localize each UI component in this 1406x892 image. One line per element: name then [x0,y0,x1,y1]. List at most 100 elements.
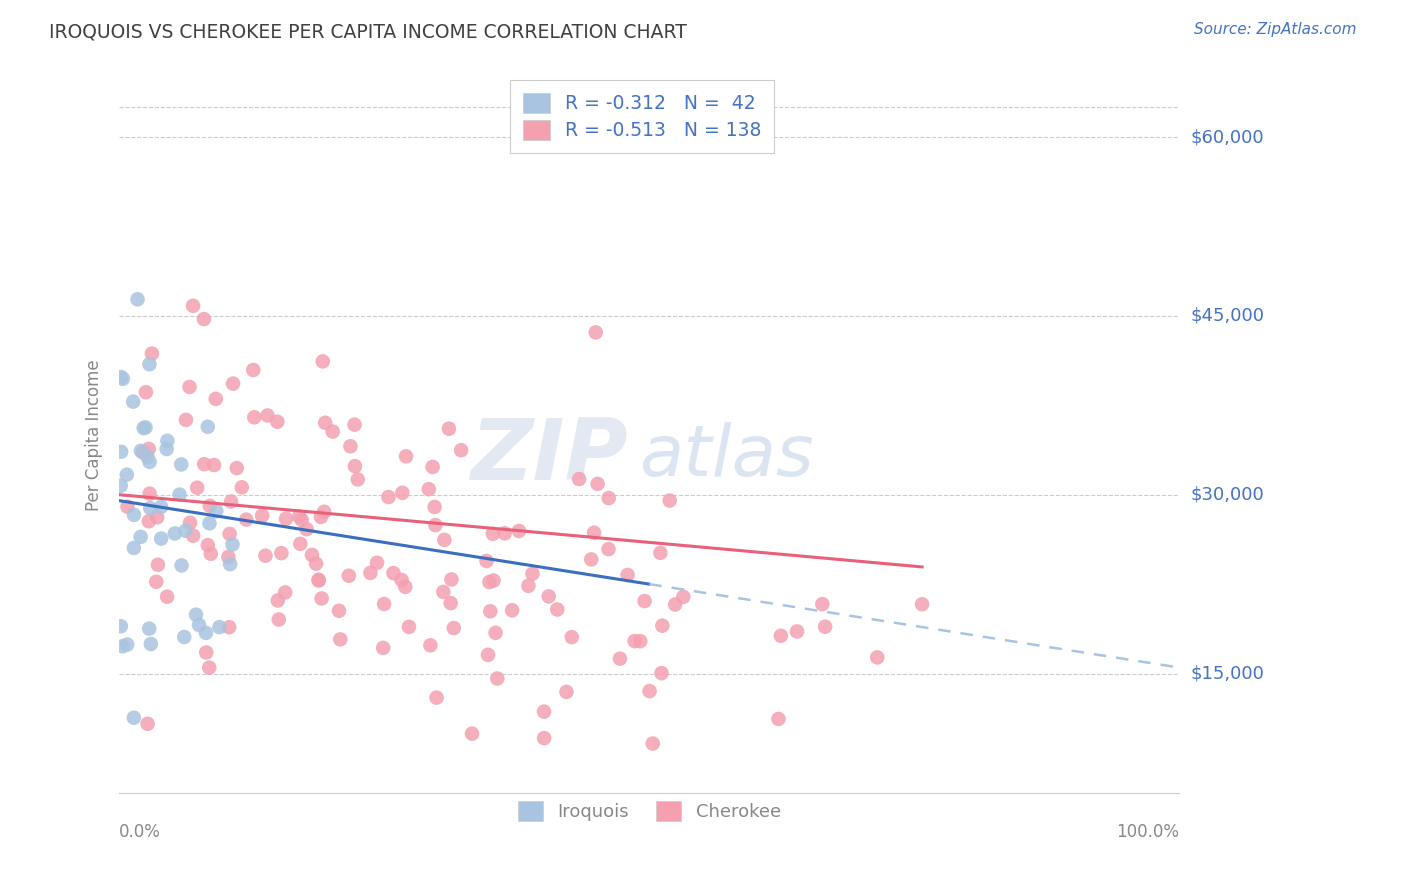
Point [391,485,413,500]
Point [218,527,240,541]
Point [256,409,278,423]
Point [443,621,465,635]
Point [127,293,149,307]
Point [651,666,673,681]
Point [314,416,336,430]
Text: $60,000: $60,000 [1191,128,1264,146]
Point [129,530,152,544]
Text: ZIP: ZIP [471,415,628,498]
Point [382,566,405,580]
Point [173,630,195,644]
Point [138,442,160,456]
Point [156,442,179,456]
Point [156,590,179,604]
Point [267,612,290,626]
Point [122,711,145,725]
Point [110,619,132,633]
Point [432,585,454,599]
Point [290,537,312,551]
Point [308,574,330,588]
Point [546,602,568,616]
Point [170,458,193,472]
Point [222,376,245,391]
Point [117,500,139,514]
Point [204,392,226,406]
Point [195,645,218,659]
Point [267,593,290,607]
Point [254,549,277,563]
Point [139,501,162,516]
Point [311,591,333,606]
Point [129,443,152,458]
Point [479,604,502,618]
Point [418,482,440,496]
Point [533,705,555,719]
Point [650,546,672,560]
Point [312,354,335,368]
Point [811,597,834,611]
Point [242,363,264,377]
Point [270,546,292,560]
Point [309,510,332,524]
Point [672,590,695,604]
Point [585,326,607,340]
Text: 0.0%: 0.0% [120,823,162,841]
Point [581,552,603,566]
Text: atlas: atlas [638,422,813,491]
Point [440,596,463,610]
Point [517,579,540,593]
Point [138,514,160,528]
Point [598,491,620,505]
Point [450,443,472,458]
Point [609,651,631,665]
Point [174,413,197,427]
Point [359,566,381,580]
Point [117,638,139,652]
Point [225,461,247,475]
Point [146,510,169,524]
Point [366,556,388,570]
Point [768,712,790,726]
Point [295,522,318,536]
Point [181,529,204,543]
Point [138,357,160,371]
Point [373,597,395,611]
Point [136,450,159,464]
Point [305,557,328,571]
Point [169,487,191,501]
Point [198,660,221,674]
Point [188,618,211,632]
Point [398,620,420,634]
Point [193,312,215,326]
Point [136,716,159,731]
Point [433,533,456,547]
Point [111,372,134,386]
Point [598,542,620,557]
Point [394,580,416,594]
Point [301,548,323,562]
Point [377,490,399,504]
Point [135,385,157,400]
Point [308,573,330,587]
Point [911,597,934,611]
Point [328,604,350,618]
Point [616,568,638,582]
Point [391,573,413,587]
Point [135,420,157,434]
Point [419,638,441,652]
Point [628,634,651,648]
Point [508,524,530,538]
Point [243,410,266,425]
Y-axis label: Per Capita Income: Per Capita Income [86,359,103,511]
Point [132,421,155,435]
Point [568,472,591,486]
Point [274,512,297,526]
Point [179,380,201,394]
Point [250,508,273,523]
Point [110,444,132,458]
Point [218,620,240,634]
Point [122,541,145,555]
Point [533,731,555,746]
Point [475,554,498,568]
Point [163,526,186,541]
